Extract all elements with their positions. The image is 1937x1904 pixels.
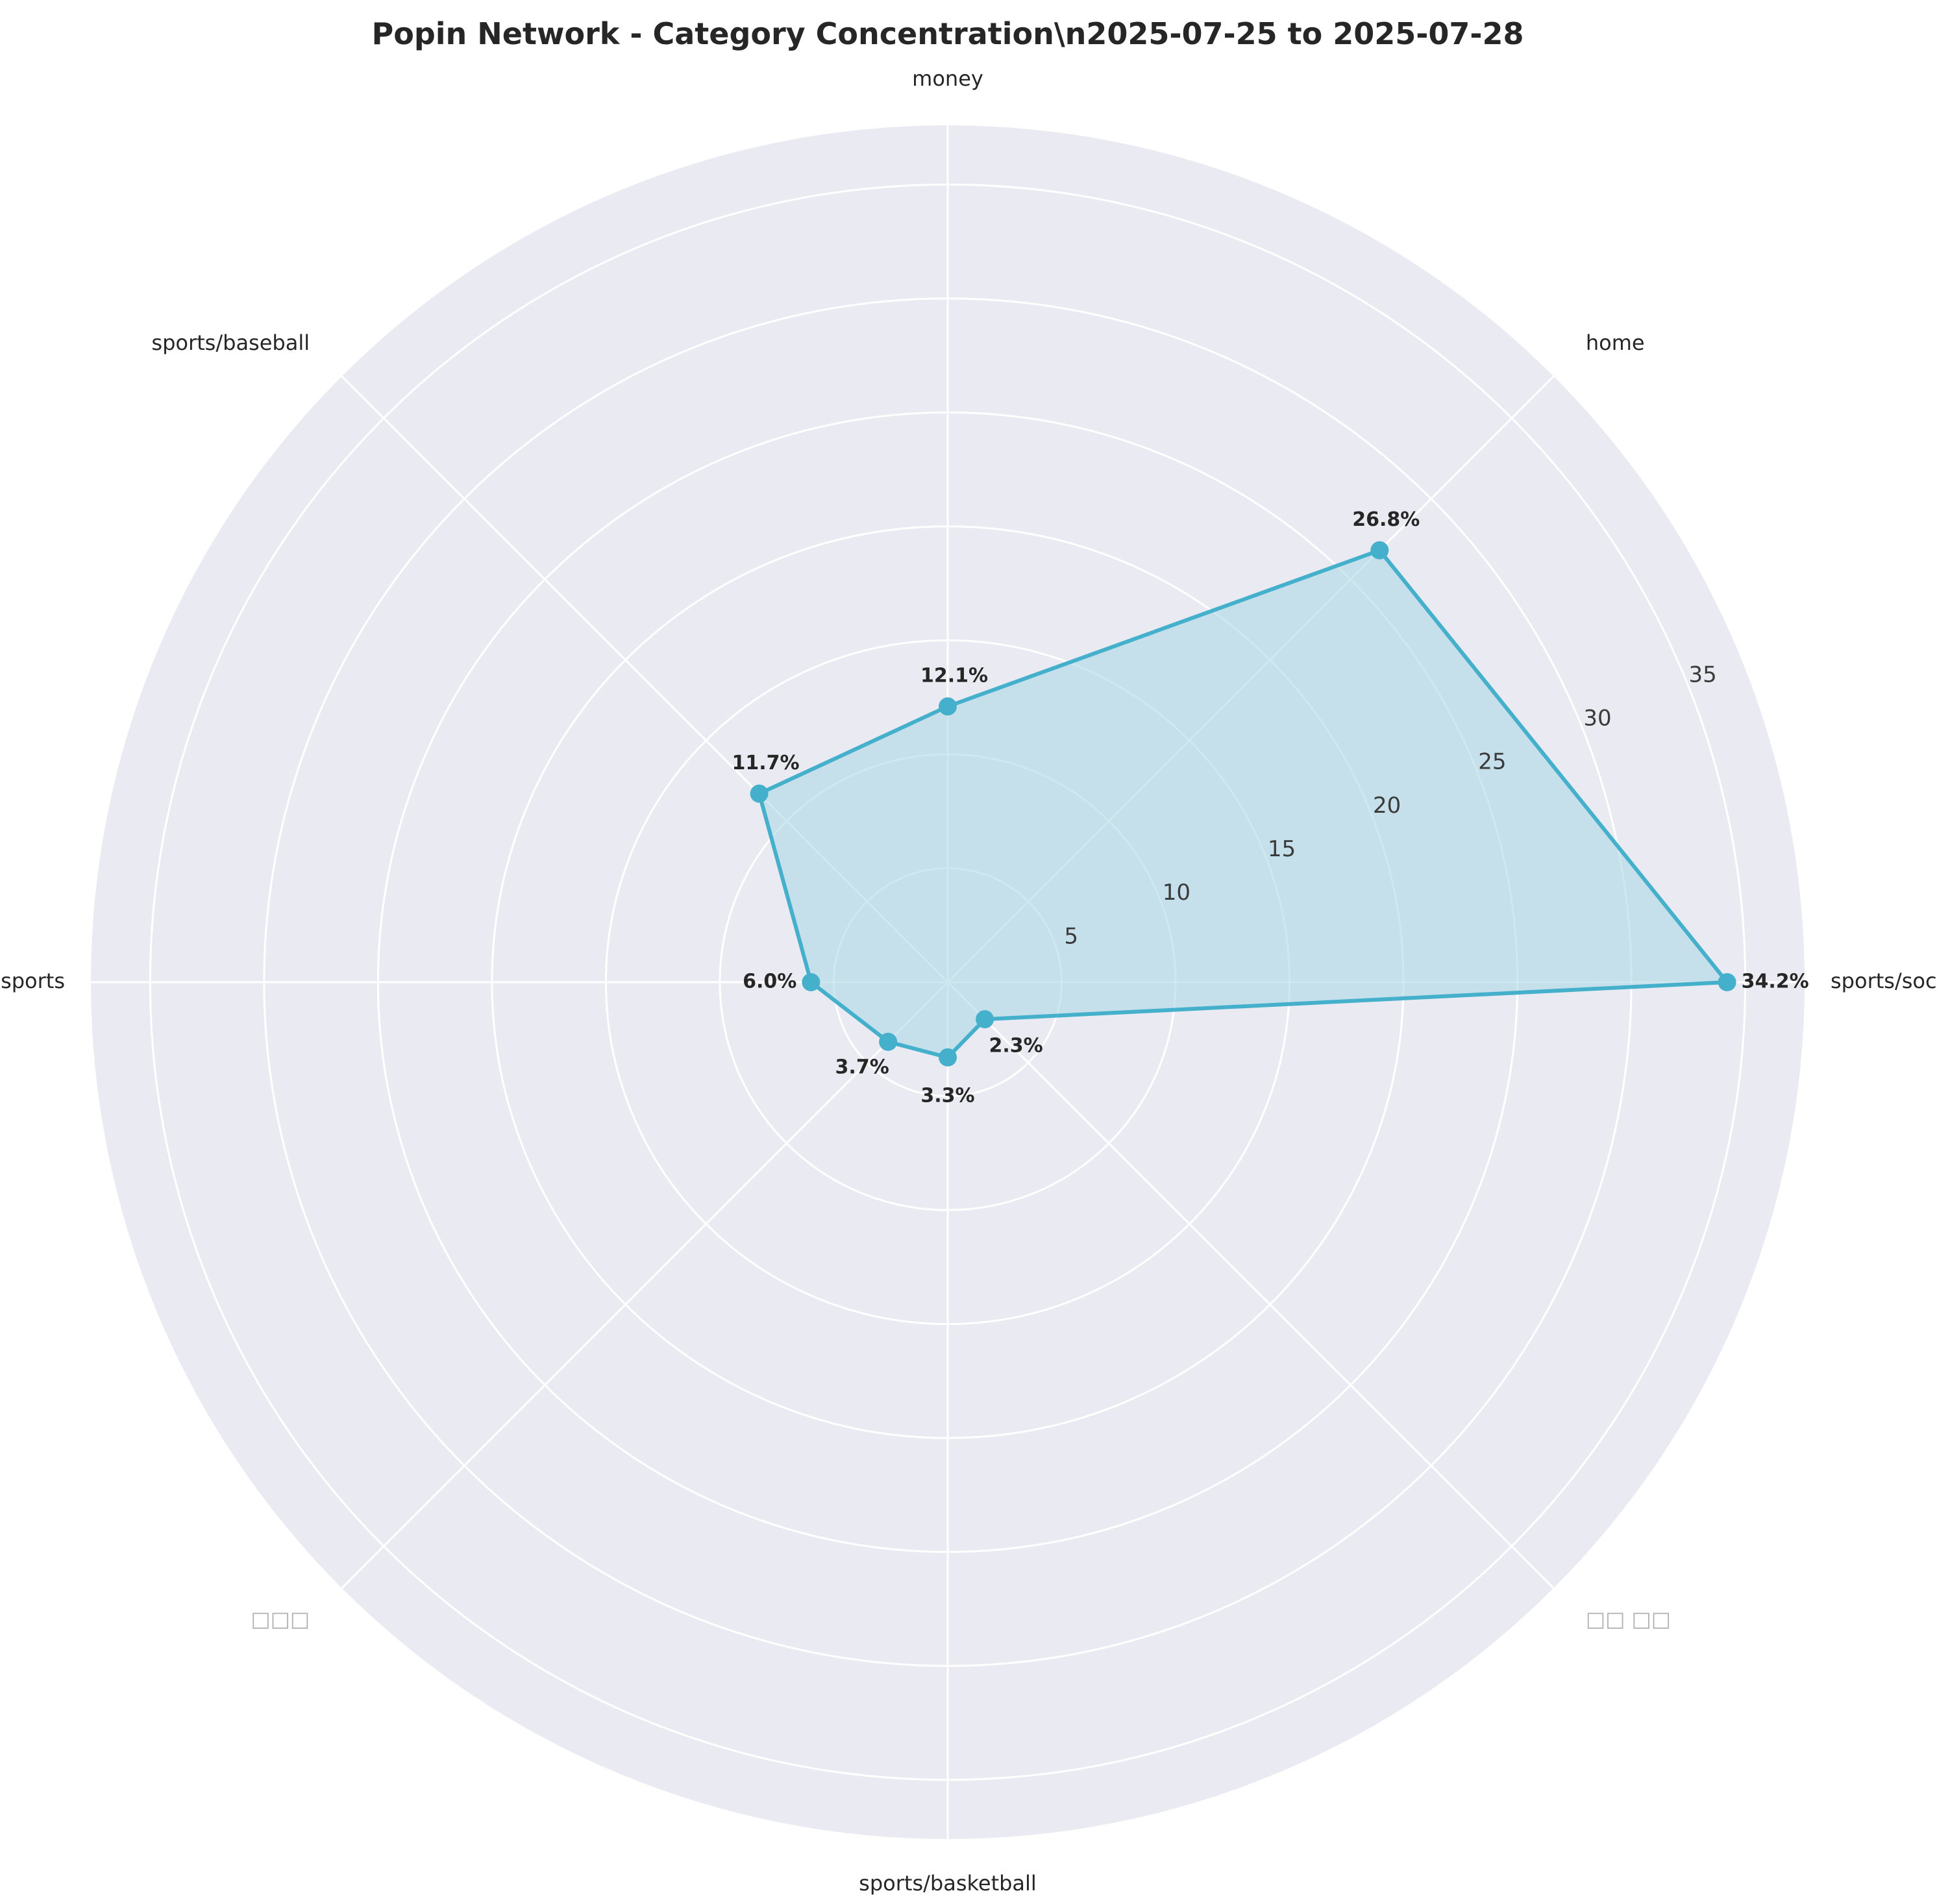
data-point-4 [750, 784, 769, 803]
data-label: 26.8% [1352, 508, 1420, 531]
data-label: 12.1% [920, 665, 988, 687]
category-label: money [912, 66, 983, 91]
data-point-8 [976, 1010, 994, 1029]
radial-tick-label: 5 [1064, 923, 1078, 949]
data-point-1 [1718, 973, 1736, 991]
data-point-6 [879, 1032, 898, 1051]
grid-spoke-6 [341, 981, 949, 1589]
radial-tick-labels: 5 10 15 20 25 30 35 [1064, 661, 1716, 949]
data-label: 6.0% [743, 971, 796, 993]
radial-tick-label: 35 [1689, 661, 1717, 687]
chart-title: Popin Network - Category Concentration\n… [372, 16, 1524, 51]
series-area [759, 550, 1727, 1057]
data-point-7 [939, 1048, 957, 1067]
category-label: □□ □□ [1586, 1607, 1671, 1631]
radial-tick-label: 25 [1478, 749, 1506, 775]
data-label: 3.7% [835, 1056, 889, 1078]
value-labels: 34.2% 26.8% 12.1% 11.7% 6.0% 3.7% 3.3% 2.3% [732, 508, 1809, 1107]
grid-spoke-8 [946, 981, 1555, 1589]
category-label: □□□ [251, 1607, 310, 1631]
radial-tick-label: 10 [1163, 880, 1191, 906]
data-point-5 [802, 973, 820, 991]
category-label: sports [1, 969, 65, 993]
category-label: sports/baseball [151, 330, 310, 355]
category-labels: sports/soccer home money sports/baseball spo… [1, 66, 1937, 1896]
radial-tick-label: 20 [1373, 793, 1401, 819]
category-label: sports/soccer [1831, 969, 1937, 993]
data-point-2 [1370, 541, 1389, 560]
data-label: 3.3% [920, 1084, 974, 1107]
category-label: sports/basketball [859, 1871, 1037, 1896]
radial-tick-label: 15 [1268, 836, 1296, 862]
data-label: 11.7% [732, 752, 800, 774]
data-label: 2.3% [989, 1035, 1043, 1057]
series [750, 541, 1736, 1067]
radial-tick-label: 30 [1583, 705, 1611, 731]
data-point-3 [939, 697, 957, 716]
category-label: home [1586, 330, 1645, 355]
data-label: 34.2% [1742, 971, 1809, 993]
